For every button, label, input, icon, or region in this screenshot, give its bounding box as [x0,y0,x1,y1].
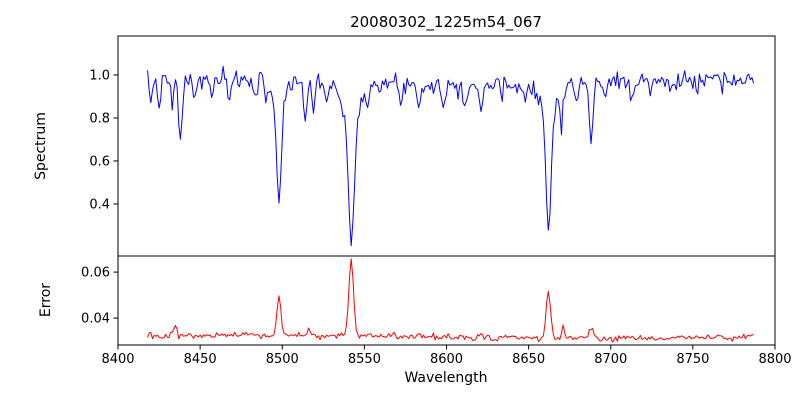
x-tick-label: 8750 [676,352,709,367]
y-tick-label-error: 0.06 [81,266,110,281]
x-tick-label: 8400 [101,352,134,367]
x-tick-label: 8500 [266,352,299,367]
x-axis-label: Wavelength [404,370,487,386]
spectrum-y-axis-label: Spectrum [33,112,49,180]
spectrum-line [147,65,755,247]
x-tick-label: 8650 [512,352,545,367]
chart-title: 20080302_1225m54_067 [350,13,542,32]
x-tick-label: 8550 [348,352,381,367]
error-y-axis-label: Error [38,283,54,317]
x-tick-label: 8800 [758,352,791,367]
y-tick-label-spectrum: 0.6 [89,154,110,169]
x-tick-label: 8600 [430,352,463,367]
y-tick-label-error: 0.04 [81,312,110,327]
y-tick-label-spectrum: 0.4 [89,197,110,212]
y-tick-label-spectrum: 1.0 [89,68,110,83]
plot-area: 0.4 0.6 0.8 1.0 0.04 0.06 8400 8450 8500 8550 8600… [81,35,792,367]
x-tick-label: 8700 [594,352,627,367]
axis-frame-spectrum [117,35,776,257]
axis-frame-error [117,255,776,346]
y-tick-label-spectrum: 0.8 [89,111,110,126]
x-tick-label: 8450 [184,352,217,367]
error-line [147,258,754,343]
